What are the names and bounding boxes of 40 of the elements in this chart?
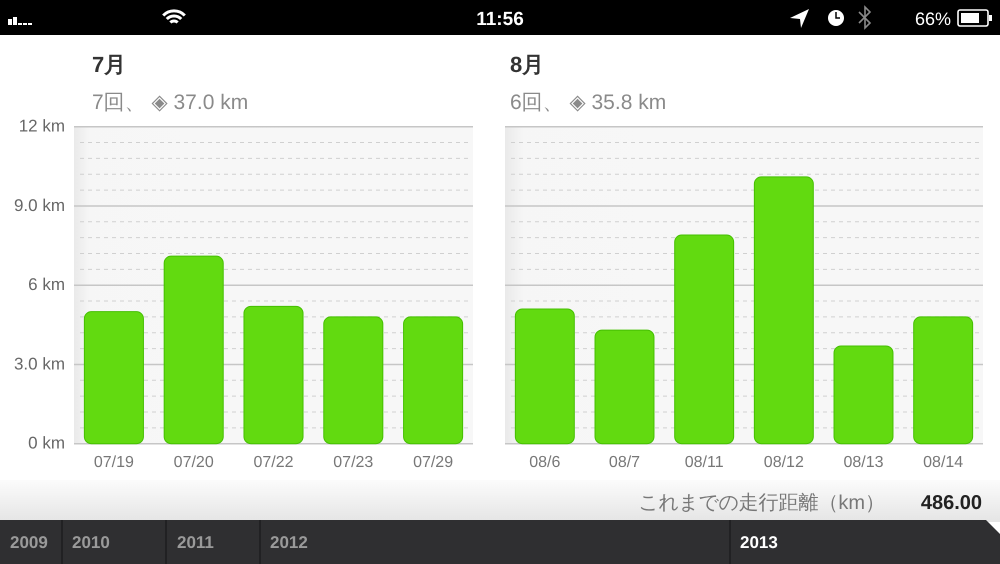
text: 2012 <box>270 533 308 552</box>
x-tick-label: 08/6 <box>529 454 561 471</box>
x-tick-label: 07/29 <box>413 454 454 471</box>
y-tick-label: 3.0 km <box>14 354 65 374</box>
text: 11:56 <box>476 9 524 30</box>
bar <box>754 176 814 444</box>
x-tick-label: 08/12 <box>764 454 804 471</box>
x-tick-label: 07/20 <box>174 454 214 471</box>
x-tick-label: 08/14 <box>923 454 964 471</box>
bar <box>834 345 894 444</box>
x-tick-label: 07/19 <box>94 454 134 471</box>
bar <box>913 316 974 444</box>
text: 2011 <box>177 533 214 552</box>
bar <box>403 316 464 444</box>
y-tick-label: 0 km <box>28 434 65 453</box>
text: 486.00 <box>920 492 982 514</box>
y-tick-label: 6 km <box>28 275 65 294</box>
bar <box>243 306 304 444</box>
text: 2010 <box>72 533 110 552</box>
bar <box>164 256 224 444</box>
x-tick-label: 07/23 <box>333 454 374 471</box>
y-tick-label: 9.0 km <box>14 196 65 215</box>
chart-title: 7月 <box>92 52 126 77</box>
bar <box>323 316 384 444</box>
text: 66% <box>914 9 951 29</box>
bar <box>84 311 144 444</box>
chart-title: 8月 <box>510 52 544 77</box>
chart-subtitle: 7回、 ◈ 37.0 km <box>92 91 248 114</box>
bar <box>674 234 734 444</box>
x-tick-label: 08/7 <box>608 454 640 471</box>
chart-subtitle: 6回、 ◈ 35.8 km <box>510 91 666 114</box>
bar <box>514 308 575 444</box>
text: これまでの走行距離（km） <box>638 492 885 514</box>
text: 2013 <box>740 533 778 552</box>
text: 2009 <box>10 533 48 552</box>
y-tick-label: 12 km <box>18 116 65 136</box>
x-tick-label: 08/13 <box>843 454 884 471</box>
x-tick-label: 08/11 <box>684 454 724 471</box>
bar <box>594 330 654 444</box>
x-tick-label: 07/22 <box>253 454 294 471</box>
